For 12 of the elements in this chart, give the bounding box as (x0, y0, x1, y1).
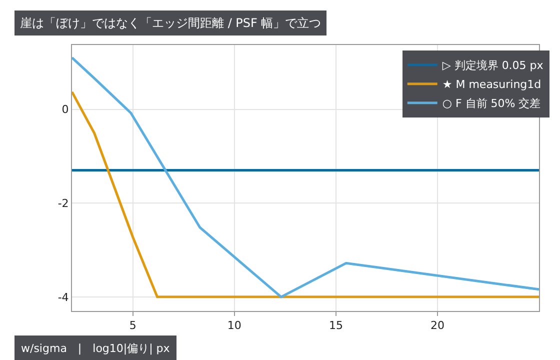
x-tick-label: 20 (430, 319, 444, 332)
legend-label: ○ F 自前 50% 交差 (442, 97, 541, 110)
legend-label: ★ M measuring1d (442, 78, 542, 92)
x-tick-label: 10 (227, 319, 242, 332)
x-tick-label: 15 (328, 319, 343, 332)
chart-title: 崖は「ぼけ」ではなく「エッジ間距離 / PSF 幅」で立つ (20, 16, 322, 30)
y-tick-label: -2 (58, 196, 69, 210)
x-axis-title: w/sigma | log10|偏り| px (21, 342, 170, 355)
legend-label: ▷ 判定境界 0.05 px (442, 59, 544, 72)
y-tick-label: 0 (62, 103, 69, 116)
y-tick-label: -4 (58, 290, 69, 304)
x-tick-label: 5 (129, 319, 136, 332)
